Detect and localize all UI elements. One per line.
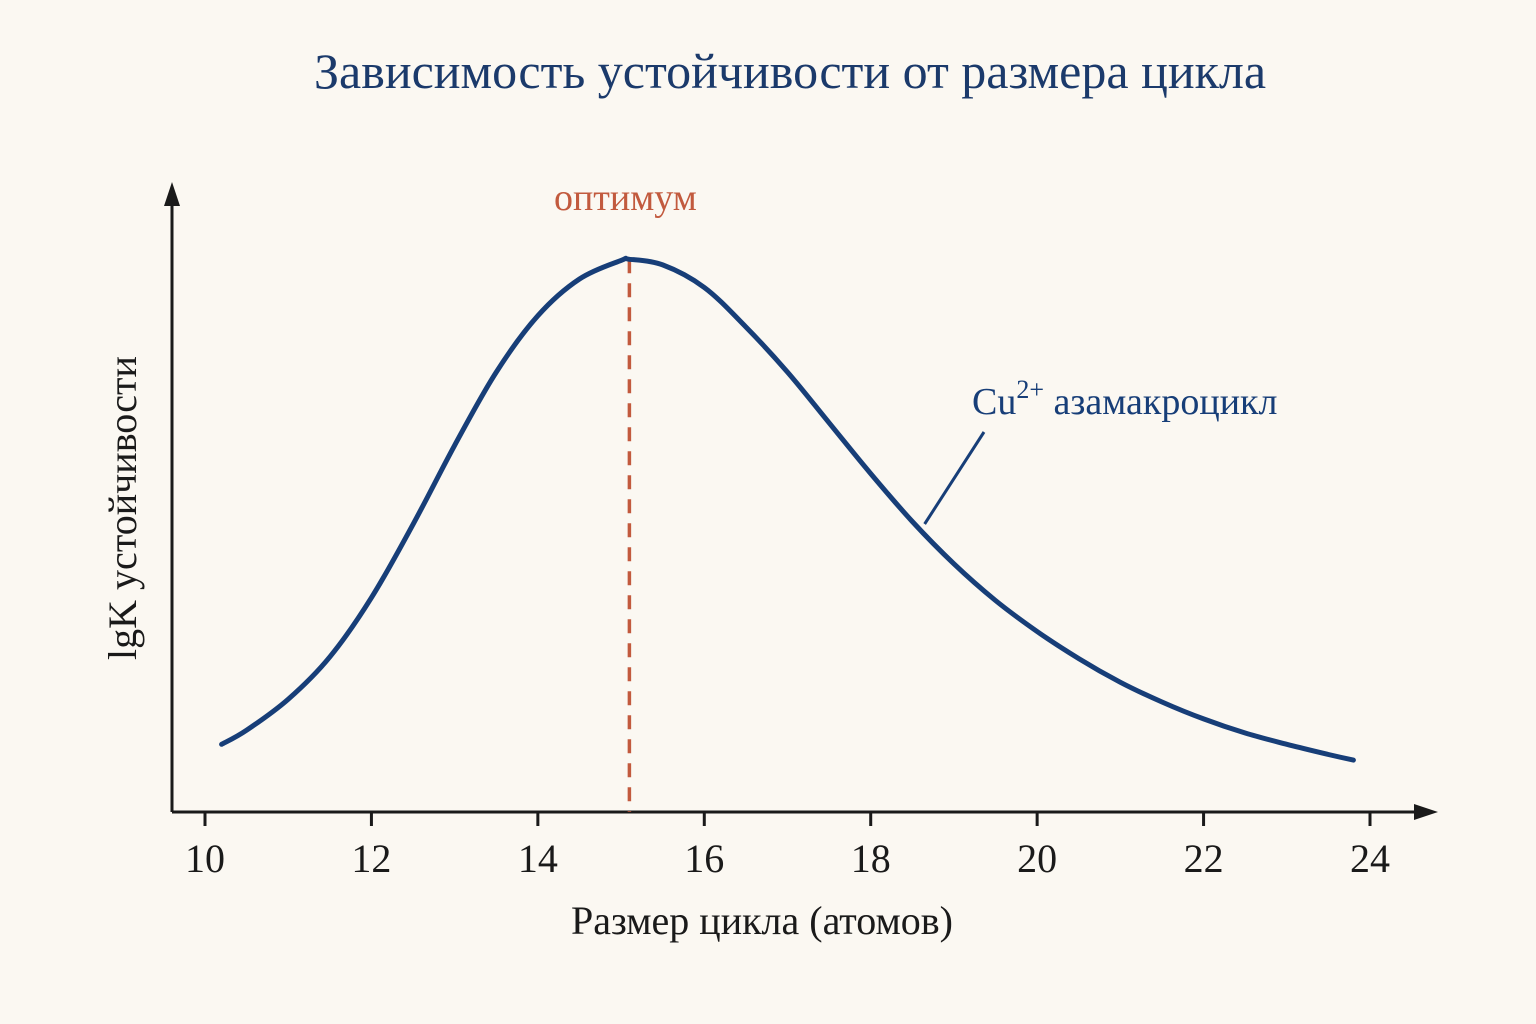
x-ticks: 10 12 14 16 18 20 22 24 xyxy=(185,812,1390,881)
curve-label: Cu2+ азамакроцикл xyxy=(972,375,1278,423)
x-axis-label: Размер цикла (атомов) xyxy=(571,898,953,943)
y-axis-label: lgK устойчивости xyxy=(100,356,145,660)
series-line-cu-azamacrocycle xyxy=(219,255,1356,763)
x-axis-arrow xyxy=(1414,804,1438,820)
curve-label-ion: Cu xyxy=(972,381,1016,423)
x-tick-label: 14 xyxy=(518,836,558,881)
curve-label-leader-line xyxy=(923,431,986,525)
x-tick-label: 22 xyxy=(1184,836,1224,881)
x-tick-label: 24 xyxy=(1350,836,1390,881)
x-tick-label: 20 xyxy=(1017,836,1057,881)
y-axis-arrow xyxy=(164,182,180,206)
axes xyxy=(164,182,1438,820)
x-tick-label: 12 xyxy=(351,836,391,881)
curve-label-charge: 2+ xyxy=(1016,375,1044,404)
x-tick-label: 16 xyxy=(684,836,724,881)
x-tick-label: 18 xyxy=(851,836,891,881)
x-tick-label: 10 xyxy=(185,836,225,881)
chart-title: Зависимость устойчивости от размера цикл… xyxy=(314,43,1266,99)
curve-label-rest: азамакроцикл xyxy=(1044,381,1277,423)
optimum-label: оптимум xyxy=(554,177,697,219)
